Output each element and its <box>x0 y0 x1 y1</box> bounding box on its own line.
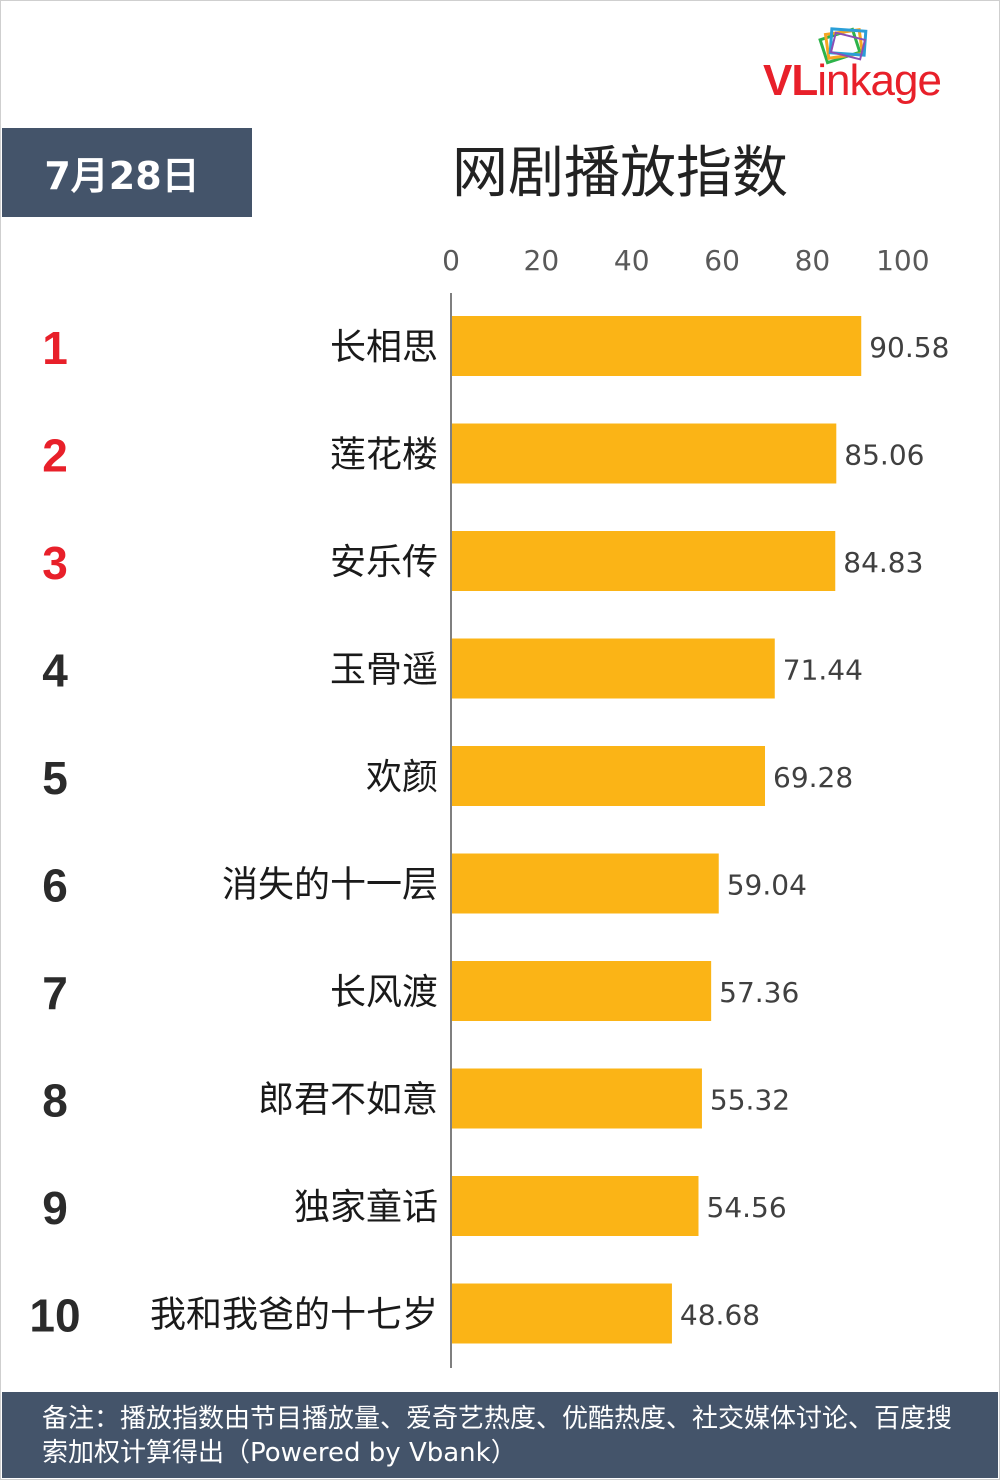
rank-number: 7 <box>42 967 68 1019</box>
bar <box>452 1283 672 1344</box>
bar <box>452 1068 702 1129</box>
x-tick-label: 80 <box>795 244 831 277</box>
category-label: 长风渡 <box>330 972 438 1013</box>
rank-number: 6 <box>42 860 68 912</box>
category-label: 莲花楼 <box>330 435 438 476</box>
category-label: 欢颜 <box>366 757 438 798</box>
data-label: 57.36 <box>719 976 799 1009</box>
rank-number: 4 <box>42 645 68 697</box>
bar <box>452 1176 699 1236</box>
bar-chart: 0 20 40 60 80 100 90.58 长相思 1 85.06 莲花楼 2 84.83 安乐传 3 7… <box>29 244 949 1368</box>
x-tick-label: 60 <box>704 244 740 277</box>
bar <box>452 638 775 699</box>
rank-number: 3 <box>42 537 68 589</box>
data-label: 90.58 <box>869 331 949 364</box>
bar <box>452 531 836 591</box>
x-tick-label: 0 <box>442 244 460 277</box>
rank-number: 10 <box>29 1290 80 1342</box>
x-tick-label: 40 <box>614 244 650 277</box>
bar <box>452 423 837 484</box>
date-badge: 7月28日 <box>2 128 252 217</box>
category-label: 安乐传 <box>330 542 438 583</box>
data-label: 54.56 <box>707 1191 787 1224</box>
category-label: 我和我爸的十七岁 <box>150 1295 438 1336</box>
rank-number: 9 <box>42 1182 68 1234</box>
category-label: 郎君不如意 <box>258 1080 438 1121</box>
logo-cards-icon <box>818 27 868 65</box>
x-tick-label: 100 <box>876 244 929 277</box>
category-label: 消失的十一层 <box>222 865 438 906</box>
data-label: 59.04 <box>727 869 807 902</box>
data-label: 85.06 <box>844 439 924 472</box>
bar <box>452 853 719 914</box>
rank-number: 2 <box>42 430 68 482</box>
chart-title: 网剧播放指数 <box>452 141 788 206</box>
bar <box>452 316 862 376</box>
data-label: 84.83 <box>843 546 923 579</box>
data-label: 48.68 <box>680 1299 760 1332</box>
footer-note: 备注：播放指数由节目播放量、爱奇艺热度、优酷热度、社交媒体讨论、百度搜索加权计算… <box>2 1392 998 1478</box>
data-label: 71.44 <box>783 654 863 687</box>
data-label: 69.28 <box>773 761 853 794</box>
rank-number: 5 <box>42 752 68 804</box>
category-label: 独家童话 <box>294 1187 438 1228</box>
rank-number: 8 <box>42 1075 68 1127</box>
category-label: 长相思 <box>330 327 438 368</box>
category-label: 玉骨遥 <box>330 650 438 691</box>
bar <box>452 746 766 806</box>
rank-number: 1 <box>42 322 68 374</box>
x-tick-label: 20 <box>524 244 560 277</box>
vlinkage-logo: VLinkage <box>760 20 995 110</box>
logo-wordmark: VLinkage <box>763 56 942 105</box>
bar <box>452 961 712 1021</box>
data-label: 55.32 <box>710 1084 790 1117</box>
